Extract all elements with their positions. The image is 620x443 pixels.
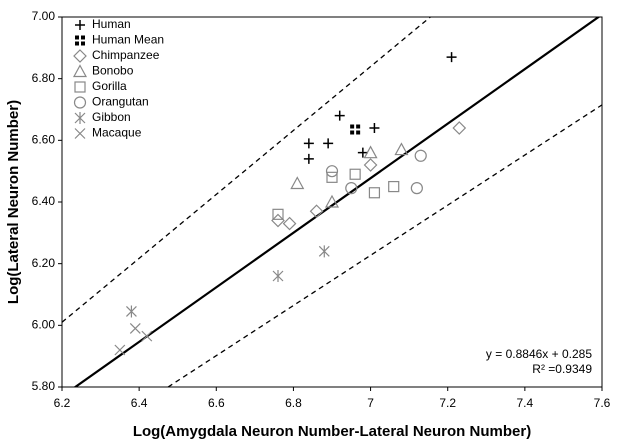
marker [357, 147, 368, 158]
legend-label: Chimpanzee [92, 48, 160, 62]
marker [334, 110, 345, 121]
marker [74, 81, 86, 93]
marker [73, 49, 87, 63]
marker [325, 165, 339, 178]
marker [129, 322, 141, 334]
marker [324, 194, 340, 208]
prediction-band [167, 104, 602, 387]
x-tick-label: 6.4 [131, 396, 148, 410]
marker [75, 20, 85, 30]
y-axis-title: Log(Lateral Neuron Number) [5, 100, 22, 304]
legend-label: Human Mean [92, 33, 164, 47]
marker [73, 96, 87, 109]
marker [452, 121, 467, 135]
marker [272, 208, 284, 220]
marker [141, 330, 153, 342]
marker [363, 158, 378, 172]
x-tick-label: 7.6 [594, 396, 611, 410]
x-tick-label: 7 [367, 396, 374, 410]
y-tick-label: 6.60 [32, 133, 56, 147]
marker [369, 123, 380, 133]
marker [349, 168, 361, 180]
marker [363, 145, 378, 159]
marker [394, 142, 409, 156]
x-tick-label: 7.2 [439, 396, 456, 410]
annotation: y = 0.8846x + 0.285 [486, 347, 592, 361]
marker [318, 245, 330, 258]
marker [303, 138, 314, 149]
marker [72, 64, 88, 78]
legend-label: Bonobo [92, 64, 134, 78]
marker [446, 52, 457, 63]
marker [303, 153, 314, 164]
marker [290, 176, 305, 190]
marker [74, 128, 86, 139]
annotation: R² =0.9349 [532, 362, 592, 376]
legend-label: Gorilla [92, 79, 127, 93]
marker [114, 344, 126, 356]
marker [272, 270, 284, 282]
marker [323, 138, 334, 149]
marker [414, 149, 427, 162]
x-tick-label: 6.6 [208, 396, 225, 410]
y-tick-label: 5.80 [32, 379, 56, 393]
x-tick-label: 6.2 [54, 396, 71, 410]
fit-line [73, 17, 601, 387]
x-tick-label: 6.8 [285, 396, 302, 410]
marker [74, 112, 86, 124]
marker [282, 216, 297, 231]
y-tick-label: 6.80 [32, 71, 56, 85]
marker [345, 182, 358, 195]
marker [368, 187, 381, 199]
legend-label: Human [92, 17, 131, 31]
y-tick-label: 6.00 [32, 318, 56, 332]
legend-label: Macaque [92, 126, 142, 140]
marker [309, 204, 324, 219]
x-axis-title: Log(Amygdala Neuron Number-Lateral Neuro… [133, 423, 531, 440]
marker [410, 182, 423, 195]
prediction-band [62, 17, 431, 323]
legend-label: Gibbon [92, 110, 131, 124]
marker [388, 180, 400, 193]
y-tick-label: 7.00 [32, 9, 56, 23]
marker [326, 171, 338, 183]
y-tick-label: 6.40 [32, 194, 56, 208]
marker [271, 213, 285, 228]
x-tick-label: 7.4 [517, 396, 534, 410]
marker [126, 305, 137, 318]
y-tick-label: 6.20 [32, 256, 56, 270]
marker [75, 35, 85, 46]
legend-label: Orangutan [92, 95, 149, 109]
plot-area [62, 17, 602, 387]
marker [350, 124, 361, 135]
